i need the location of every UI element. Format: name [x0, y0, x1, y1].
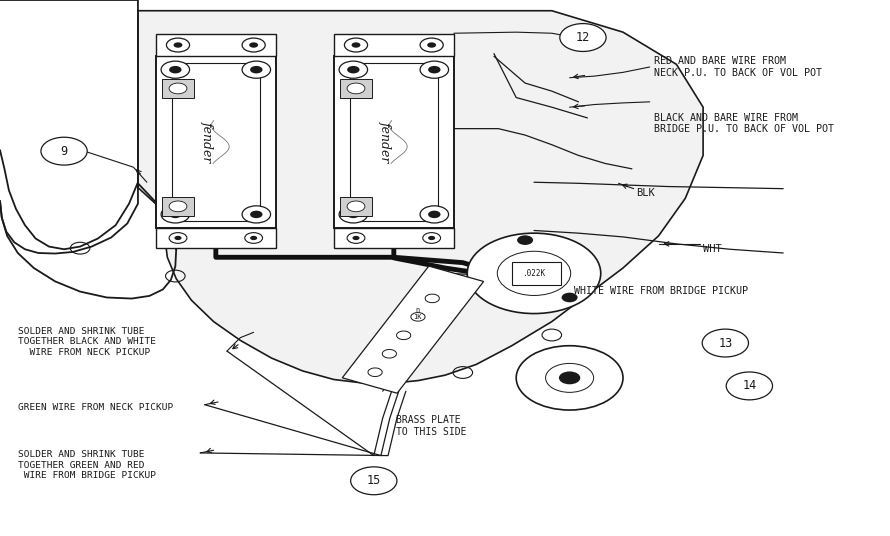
Circle shape	[169, 83, 187, 94]
Circle shape	[169, 211, 182, 218]
Circle shape	[242, 61, 271, 78]
Circle shape	[169, 201, 187, 212]
Circle shape	[339, 206, 368, 223]
Circle shape	[347, 233, 365, 243]
Circle shape	[166, 38, 190, 52]
Circle shape	[411, 312, 425, 321]
Circle shape	[382, 349, 396, 358]
Circle shape	[428, 211, 441, 218]
Text: RED AND BARE WIRE FROM
NECK P.U. TO BACK OF VOL POT: RED AND BARE WIRE FROM NECK P.U. TO BACK…	[654, 56, 822, 78]
Polygon shape	[156, 56, 276, 228]
Circle shape	[174, 236, 182, 240]
Circle shape	[352, 236, 360, 240]
Circle shape	[250, 211, 263, 218]
Circle shape	[169, 233, 187, 243]
Circle shape	[559, 371, 580, 384]
Circle shape	[560, 24, 606, 51]
Text: SOLDER AND SHRINK TUBE
TOGETHER GREEN AND RED
 WIRE FROM BRIDGE PICKUP: SOLDER AND SHRINK TUBE TOGETHER GREEN AN…	[18, 450, 156, 480]
Circle shape	[344, 38, 368, 52]
Text: 13: 13	[718, 337, 732, 349]
Circle shape	[242, 38, 265, 52]
Circle shape	[245, 233, 263, 243]
Circle shape	[427, 42, 436, 48]
Circle shape	[351, 467, 397, 495]
Text: SOLDER AND SHRINK TUBE
TOGETHER BLACK AND WHITE
  WIRE FROM NECK PICKUP: SOLDER AND SHRINK TUBE TOGETHER BLACK AN…	[18, 327, 156, 357]
FancyBboxPatch shape	[162, 79, 194, 98]
Polygon shape	[334, 34, 454, 56]
Text: WHT: WHT	[703, 244, 722, 254]
Text: fender: fender	[200, 121, 214, 163]
Text: BRASS PLATE
TO THIS SIDE: BRASS PLATE TO THIS SIDE	[396, 415, 466, 437]
Circle shape	[242, 206, 271, 223]
Circle shape	[347, 201, 365, 212]
Circle shape	[428, 66, 441, 73]
Circle shape	[347, 83, 365, 94]
Circle shape	[250, 236, 257, 240]
Circle shape	[339, 61, 368, 78]
Circle shape	[498, 251, 570, 295]
Circle shape	[368, 368, 382, 376]
Text: BLACK AND BARE WIRE FROM
BRIDGE P.U. TO BACK OF VOL POT: BLACK AND BARE WIRE FROM BRIDGE P.U. TO …	[654, 113, 834, 134]
Circle shape	[516, 346, 623, 410]
Text: fender: fender	[378, 121, 392, 163]
Text: .022K: .022K	[522, 269, 546, 278]
Circle shape	[726, 372, 773, 400]
Circle shape	[467, 233, 601, 314]
FancyBboxPatch shape	[512, 262, 561, 285]
Circle shape	[352, 42, 360, 48]
Circle shape	[702, 329, 748, 357]
Circle shape	[425, 294, 440, 303]
Polygon shape	[334, 56, 454, 228]
Polygon shape	[156, 228, 276, 248]
Circle shape	[41, 137, 87, 165]
Circle shape	[423, 233, 441, 243]
FancyBboxPatch shape	[343, 266, 483, 393]
Text: 12: 12	[576, 31, 590, 44]
Circle shape	[169, 66, 182, 73]
Polygon shape	[156, 34, 276, 56]
Polygon shape	[138, 11, 703, 383]
Text: 14: 14	[742, 379, 756, 392]
Circle shape	[428, 236, 435, 240]
Text: 15: 15	[367, 474, 381, 487]
Circle shape	[161, 61, 190, 78]
Circle shape	[420, 206, 449, 223]
Circle shape	[161, 206, 190, 223]
Circle shape	[420, 61, 449, 78]
Circle shape	[174, 42, 182, 48]
Circle shape	[347, 66, 360, 73]
Circle shape	[517, 235, 533, 245]
Circle shape	[562, 293, 578, 302]
Circle shape	[250, 66, 263, 73]
Circle shape	[546, 363, 594, 392]
Text: BLK: BLK	[636, 188, 655, 198]
Circle shape	[420, 38, 443, 52]
Text: WHITE WIRE FROM BRIDGE PICKUP: WHITE WIRE FROM BRIDGE PICKUP	[574, 286, 748, 296]
Polygon shape	[334, 228, 454, 248]
Circle shape	[397, 331, 411, 340]
Text: 9: 9	[61, 145, 68, 158]
Text: GREEN WIRE FROM NECK PICKUP: GREEN WIRE FROM NECK PICKUP	[18, 403, 173, 412]
FancyBboxPatch shape	[340, 79, 372, 98]
Circle shape	[249, 42, 258, 48]
FancyBboxPatch shape	[162, 197, 194, 216]
FancyBboxPatch shape	[340, 197, 372, 216]
Text: n
1K: n 1K	[413, 307, 422, 320]
Circle shape	[347, 211, 360, 218]
